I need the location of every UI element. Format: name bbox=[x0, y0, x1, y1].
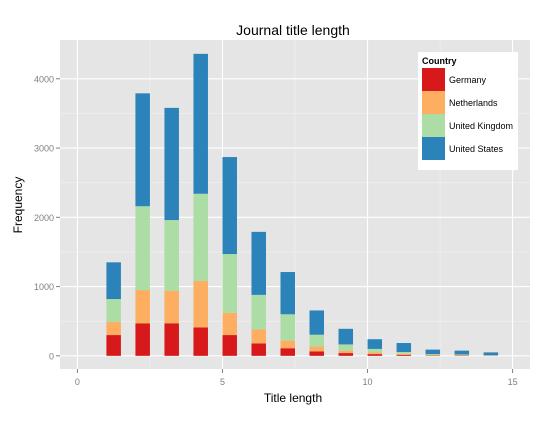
bar-segment bbox=[251, 295, 266, 330]
legend-key bbox=[422, 91, 445, 114]
bar-segment bbox=[135, 93, 150, 206]
bar-segment bbox=[368, 349, 383, 352]
x-axis-label: Title length bbox=[264, 391, 322, 405]
chart-title: Journal title length bbox=[236, 22, 350, 38]
bar-segment bbox=[251, 330, 266, 344]
legend-label: United Kingdom bbox=[449, 121, 513, 131]
bar-segment bbox=[251, 343, 266, 355]
bar-segment bbox=[339, 351, 354, 353]
legend-label: United States bbox=[449, 144, 504, 154]
bar-segment bbox=[222, 254, 237, 313]
y-tick-label: 1000 bbox=[34, 282, 54, 292]
bar-segment bbox=[397, 343, 412, 352]
bar-segment bbox=[368, 339, 383, 349]
legend-key bbox=[422, 68, 445, 91]
bar-segment bbox=[426, 350, 441, 355]
bar-segment bbox=[106, 335, 121, 356]
bar-segment bbox=[193, 194, 208, 281]
bar-segment bbox=[106, 322, 121, 335]
bar-segment bbox=[339, 353, 354, 356]
bar-segment bbox=[368, 354, 383, 356]
bar-segment bbox=[484, 352, 499, 355]
bar-segment bbox=[310, 335, 325, 347]
legend-label: Netherlands bbox=[449, 98, 498, 108]
bar-segment bbox=[310, 351, 325, 356]
bar-segment bbox=[135, 323, 150, 356]
bar-segment bbox=[310, 310, 325, 334]
x-tick-label: 15 bbox=[508, 377, 518, 387]
bar-segment bbox=[339, 344, 354, 350]
x-tick-label: 5 bbox=[220, 377, 225, 387]
bar-segment bbox=[280, 341, 295, 349]
bar-segment bbox=[222, 157, 237, 254]
y-tick-label: 0 bbox=[49, 351, 54, 361]
legend-title: Country bbox=[422, 56, 457, 66]
bar-segment bbox=[222, 335, 237, 356]
bar-segment bbox=[222, 313, 237, 335]
bar-segment bbox=[164, 108, 179, 220]
bar-segment bbox=[397, 354, 412, 355]
bar-segment bbox=[426, 354, 441, 355]
bar-segment bbox=[193, 54, 208, 194]
bar-segment bbox=[135, 290, 150, 323]
y-tick-label: 2000 bbox=[34, 213, 54, 223]
x-tick-label: 10 bbox=[363, 377, 373, 387]
bar-segment bbox=[193, 281, 208, 327]
legend-label: Germany bbox=[449, 75, 487, 85]
legend: Country Germany Netherlands United Kingdom… bbox=[418, 52, 518, 170]
bar-segment bbox=[106, 262, 121, 299]
bar-segment bbox=[135, 206, 150, 290]
bar-segment bbox=[397, 352, 412, 354]
bar-segment bbox=[280, 272, 295, 314]
bar-segment bbox=[397, 355, 412, 356]
bar-segment bbox=[455, 354, 470, 355]
bar-segment bbox=[251, 232, 266, 295]
bar-segment bbox=[368, 352, 383, 354]
y-axis-label: Frequency bbox=[11, 177, 25, 234]
bar-segment bbox=[455, 351, 470, 355]
bar-segment bbox=[193, 327, 208, 355]
bar-segment bbox=[280, 314, 295, 340]
y-tick-label: 4000 bbox=[34, 74, 54, 84]
y-tick-label: 3000 bbox=[34, 144, 54, 154]
legend-key bbox=[422, 114, 445, 137]
bar-segment bbox=[339, 329, 354, 345]
bar-segment bbox=[310, 346, 325, 351]
x-tick-label: 0 bbox=[75, 377, 80, 387]
bar-segment bbox=[280, 348, 295, 356]
bar-segment bbox=[164, 291, 179, 324]
bar-segment bbox=[106, 299, 121, 322]
bar-segment bbox=[164, 323, 179, 356]
legend-key bbox=[422, 137, 445, 160]
bar-segment bbox=[164, 220, 179, 291]
